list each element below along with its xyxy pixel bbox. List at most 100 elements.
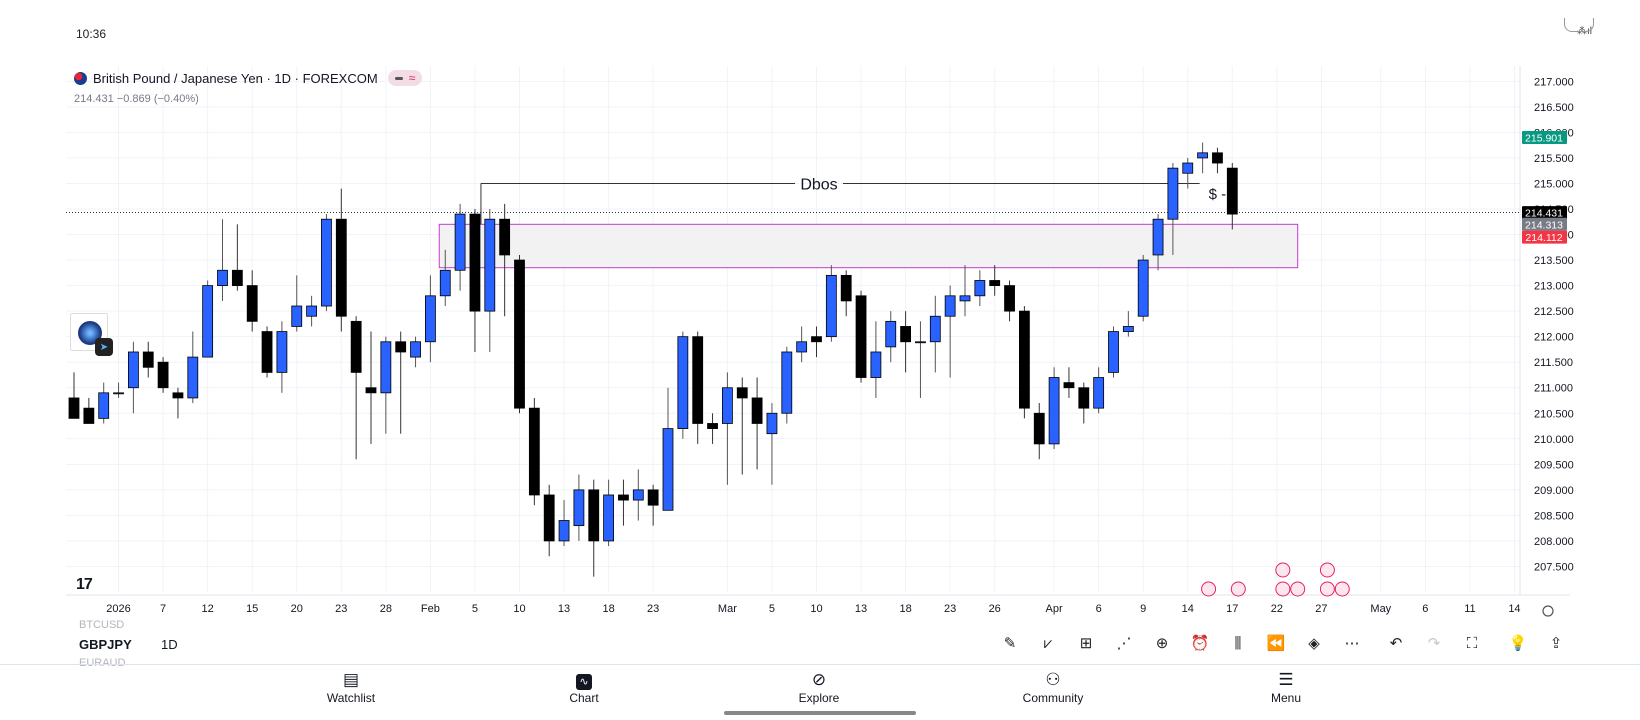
candle	[647, 489, 659, 506]
indicators-icon[interactable]: ⩗	[1043, 634, 1053, 652]
nav-label: Chart	[569, 691, 599, 705]
nav-explore[interactable]: ⊘ Explore	[759, 669, 879, 705]
x-tick-label: 22	[1271, 603, 1283, 615]
y-tick-label: 215.500	[1534, 153, 1574, 165]
dollar-marker: $ -	[1209, 186, 1227, 203]
alarm-icon[interactable]: ⏰	[1190, 635, 1210, 652]
fullscreen-icon[interactable]: ⛶	[1466, 634, 1478, 652]
y-tick-label: 217.000	[1534, 76, 1574, 88]
wave-icon: ≈	[408, 71, 416, 85]
candle	[528, 407, 540, 496]
x-tick-label: 27	[1315, 603, 1327, 615]
event-flag-icon	[1334, 581, 1350, 597]
price-badge	[1522, 217, 1567, 231]
candles-icon[interactable]: ⫼	[1234, 634, 1242, 652]
candle	[187, 356, 199, 399]
grid-icon[interactable]: ⊞	[1079, 635, 1093, 652]
candle	[1033, 412, 1045, 445]
candle	[1152, 218, 1164, 256]
nav-menu[interactable]: ☰ Menu	[1226, 669, 1346, 705]
y-tick-label: 208.000	[1534, 536, 1574, 548]
more-icon[interactable]: ⋯	[1344, 635, 1360, 652]
x-tick-label: 23	[335, 603, 347, 615]
candle	[142, 351, 154, 368]
candle	[573, 489, 585, 527]
candle	[677, 336, 689, 429]
candle	[944, 295, 956, 317]
x-tick-label: 23	[647, 603, 659, 615]
candle	[439, 269, 451, 297]
candle	[410, 341, 421, 358]
candle	[157, 361, 169, 389]
candle	[83, 407, 95, 424]
candle	[321, 218, 332, 307]
rewind-icon[interactable]: ⏪	[1266, 635, 1286, 652]
community-icon: ⚇	[1045, 670, 1061, 689]
candle	[424, 295, 436, 343]
avatar[interactable]: ➤	[70, 313, 113, 356]
nav-label: Explore	[798, 691, 840, 705]
x-tick-label: Apr	[1046, 603, 1063, 615]
candle	[900, 326, 911, 343]
add-idea-icon[interactable]: 💡	[1508, 635, 1528, 652]
candle	[722, 387, 733, 424]
candle	[68, 397, 80, 419]
candle	[707, 423, 718, 429]
event-flag-icon	[1230, 581, 1246, 597]
candle	[1226, 167, 1238, 215]
share-icon[interactable]: ⇪	[1549, 635, 1563, 652]
candle	[870, 351, 882, 378]
ticker-symbol[interactable]: GBPJPY	[79, 637, 132, 652]
nav-community[interactable]: ⚇ Community	[993, 669, 1113, 705]
x-tick-label: 17	[1226, 603, 1238, 615]
x-tick-label: 28	[380, 603, 392, 615]
price-badge	[1522, 130, 1567, 144]
candle	[514, 259, 525, 409]
candle	[781, 351, 793, 414]
x-tick-label: 6	[1422, 603, 1428, 615]
undo-icon[interactable]: ↶	[1389, 635, 1403, 652]
symbol-title: British Pound / Japanese Yen · 1D · FORE…	[93, 70, 378, 86]
event-flag-icon	[1319, 581, 1335, 597]
layers-icon[interactable]: ◈	[1308, 635, 1320, 652]
candle	[499, 218, 511, 256]
trend-icon[interactable]: ⋰	[1116, 635, 1132, 652]
ticker-previous[interactable]: BTCUSD	[79, 619, 125, 631]
candle	[751, 397, 763, 424]
chart-legend[interactable]: British Pound / Japanese Yen · 1D · FORE…	[74, 70, 423, 86]
x-tick-label: 10	[513, 603, 525, 615]
dbos-label: Dbos	[800, 176, 837, 193]
redo-icon[interactable]: ↷	[1427, 635, 1441, 652]
candle	[276, 331, 288, 373]
pencil-icon[interactable]: ✎	[1003, 635, 1017, 652]
battery-icon	[1564, 18, 1594, 32]
candle	[172, 392, 184, 399]
x-tick-label: 5	[769, 603, 775, 615]
candle	[1004, 285, 1015, 312]
plus-circle-icon[interactable]: ⊕	[1155, 635, 1169, 652]
y-tick-label: 207.500	[1534, 561, 1574, 573]
candle	[1093, 377, 1105, 409]
candle	[454, 213, 466, 271]
candle	[885, 320, 897, 348]
gbp-jpy-flag-icon	[74, 71, 87, 85]
y-tick-label: 216.500	[1534, 102, 1574, 114]
candle	[989, 280, 1001, 286]
legend-toggle[interactable]: ≈	[387, 70, 423, 86]
demand-zone	[438, 223, 1299, 269]
x-tick-label: 11	[1464, 603, 1475, 615]
interval-selector[interactable]: 1D	[161, 637, 178, 652]
candle	[825, 274, 837, 338]
candle	[1122, 326, 1134, 332]
candle	[1063, 382, 1075, 389]
y-tick-label: 212.500	[1534, 306, 1574, 318]
ticker-next[interactable]: EURAUD	[79, 657, 126, 669]
price-chart[interactable]: Dbos$ -217.000216.500216.000215.500215.0…	[0, 0, 1640, 620]
x-tick-label: 26	[989, 603, 1001, 615]
nav-watchlist[interactable]: ▤ Watchlist	[291, 669, 411, 705]
nav-chart[interactable]: ∿ Chart	[524, 669, 644, 705]
candle	[662, 428, 674, 511]
candle	[469, 213, 481, 312]
candle	[736, 387, 748, 399]
y-tick-label: 213.000	[1534, 281, 1574, 293]
